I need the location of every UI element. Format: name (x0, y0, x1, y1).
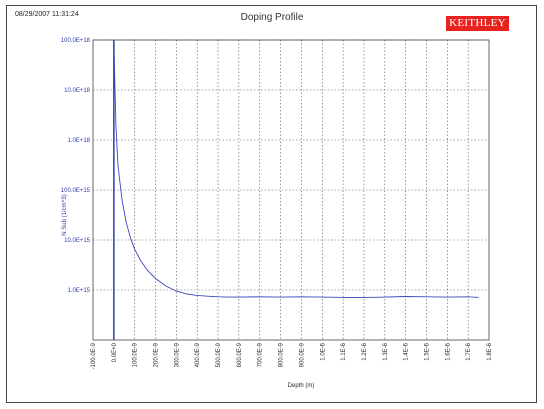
x-tick-label: 600.0E-9 (237, 342, 243, 367)
x-tick-label: 1.3E-6 (383, 342, 389, 360)
x-tick-label: 300.0E-9 (174, 342, 180, 367)
plot-border (92, 39, 490, 341)
x-tick-label: 1.6E-6 (445, 342, 451, 360)
x-tick-label: 1.0E-6 (320, 342, 326, 360)
x-tick-label: 1.7E-6 (466, 342, 472, 360)
x-tick-label: 700.0E-9 (258, 342, 264, 367)
y-tick-label: 10.0E+15 (64, 238, 91, 244)
x-tick-label: 1.4E-6 (404, 342, 410, 360)
keithley-logo: KEITHLEY (446, 16, 509, 31)
y-axis-label: N Sub (1/cm^3) (62, 194, 68, 236)
chart-frame (6, 5, 537, 403)
x-tick-label: 0.0E+0 (112, 342, 118, 362)
y-axis-ticks: 100.0E+18 10.0E+18 1.0E+18 100.0E+15 10.0E+1… (61, 38, 91, 294)
y-tick-label: 10.0E+18 (64, 88, 91, 94)
y-tick-label: 1.0E+15 (67, 288, 90, 294)
x-tick-label: 1.2E-6 (362, 342, 368, 360)
y-tick-label: 1.0E+18 (67, 138, 90, 144)
x-axis-ticks: -100.0E-9 0.0E+0 100.0E-9 200.0E-9 300.0E-9 4… (91, 342, 493, 369)
grid (93, 39, 489, 340)
timestamp: 08/29/2007 11:31:24 (15, 11, 79, 18)
y-tick-label: 100.0E+15 (61, 188, 91, 194)
y-tick-label: 100.0E+18 (61, 38, 91, 44)
axes (92, 39, 490, 341)
x-tick-label: 100.0E-9 (133, 342, 139, 367)
x-tick-label: 1.1E-6 (341, 342, 347, 360)
x-tick-label: -100.0E-9 (91, 342, 97, 369)
chart-title: Doping Profile (240, 12, 304, 23)
x-tick-label: 800.0E-9 (279, 342, 285, 367)
x-tick-label: 400.0E-9 (195, 342, 201, 367)
x-axis-label: Depth (m) (288, 383, 315, 389)
x-tick-label: 1.8E-6 (487, 342, 493, 360)
x-tick-label: 1.5E-6 (424, 342, 430, 360)
series-line (113, 39, 479, 298)
x-tick-label: 200.0E-9 (154, 342, 160, 367)
series-lines (113, 39, 479, 298)
x-tick-label: 900.0E-9 (299, 342, 305, 367)
x-tick-label: 500.0E-9 (216, 342, 222, 367)
